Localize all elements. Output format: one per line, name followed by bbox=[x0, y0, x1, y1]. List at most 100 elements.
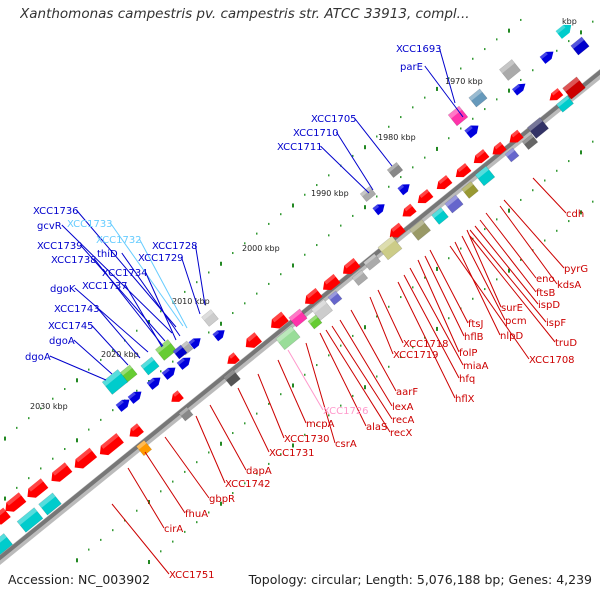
gene-box[interactable] bbox=[359, 185, 377, 203]
gene-box[interactable] bbox=[201, 309, 219, 327]
gene-label[interactable]: XCC1693 bbox=[396, 44, 442, 55]
gene-arrow[interactable] bbox=[547, 88, 564, 104]
gene-label[interactable]: hflX bbox=[455, 394, 475, 405]
gene-arrow[interactable] bbox=[372, 201, 388, 216]
gene-label[interactable]: XCC1738 bbox=[51, 255, 97, 266]
gene-label[interactable]: XCC1734 bbox=[102, 268, 148, 279]
gene-box[interactable] bbox=[155, 339, 177, 361]
gene-arrow[interactable] bbox=[71, 447, 98, 472]
gene-label[interactable]: XCC1739 bbox=[37, 241, 83, 252]
gene-label[interactable]: XCC1745 bbox=[48, 321, 94, 332]
gene-label[interactable]: XCC1705 bbox=[311, 114, 357, 125]
gene-label[interactable]: XCC1719 bbox=[393, 350, 439, 361]
gene-arrow[interactable] bbox=[96, 433, 124, 459]
gene-label[interactable]: XCC1743 bbox=[54, 304, 100, 315]
gene-label[interactable]: XCC1751 bbox=[169, 570, 215, 581]
gene-arrow[interactable] bbox=[386, 222, 406, 242]
gene-label[interactable]: lexA bbox=[392, 402, 414, 413]
gene-box[interactable] bbox=[527, 117, 549, 139]
gene-label[interactable]: XCC1730 bbox=[284, 434, 330, 445]
gene-box[interactable] bbox=[504, 147, 520, 163]
gene-box[interactable] bbox=[363, 253, 381, 271]
gene-label[interactable]: cirA bbox=[164, 524, 183, 535]
gene-box[interactable] bbox=[461, 181, 479, 199]
gene-label[interactable]: hfq bbox=[459, 374, 475, 385]
gene-label[interactable]: gbpR bbox=[209, 494, 235, 505]
gene-box[interactable] bbox=[135, 439, 153, 457]
gene-arrow[interactable] bbox=[340, 258, 361, 278]
gene-box[interactable] bbox=[38, 492, 62, 516]
gene-box[interactable] bbox=[288, 308, 308, 328]
gene-arrow[interactable] bbox=[453, 163, 472, 181]
gene-arrow[interactable] bbox=[399, 203, 417, 221]
gene-label[interactable]: miaA bbox=[463, 361, 489, 372]
gene-label[interactable]: dgoK bbox=[50, 284, 76, 295]
gene-box[interactable] bbox=[172, 344, 188, 360]
gene-box[interactable] bbox=[0, 533, 13, 555]
gene-box[interactable] bbox=[101, 369, 129, 395]
gene-arrow[interactable] bbox=[0, 507, 11, 529]
gene-arrow[interactable] bbox=[320, 274, 341, 294]
gene-arrow[interactable] bbox=[471, 149, 490, 167]
gene-arrow[interactable] bbox=[168, 390, 184, 405]
gene-box[interactable] bbox=[327, 290, 343, 306]
gene-label[interactable]: dapA bbox=[246, 466, 272, 477]
gene-arrow[interactable] bbox=[212, 327, 228, 342]
gene-box[interactable] bbox=[521, 133, 539, 151]
gene-label[interactable]: ispD bbox=[538, 300, 560, 311]
gene-label[interactable]: XCC1718 bbox=[403, 339, 449, 350]
gene-box[interactable] bbox=[444, 194, 464, 214]
gene-label[interactable]: dgoA bbox=[25, 352, 51, 363]
gene-box[interactable] bbox=[447, 105, 469, 127]
gene-arrow[interactable] bbox=[126, 423, 144, 440]
gene-label[interactable]: fhuA bbox=[185, 509, 208, 520]
gene-label[interactable]: XCC1737 bbox=[82, 281, 128, 292]
gene-label[interactable]: gcvR bbox=[37, 221, 62, 232]
gene-box[interactable] bbox=[562, 76, 586, 100]
gene-box[interactable] bbox=[556, 95, 574, 113]
gene-label[interactable]: XCC1736 bbox=[33, 206, 79, 217]
gene-arrow[interactable] bbox=[242, 332, 262, 351]
gene-label[interactable]: hflB bbox=[464, 332, 484, 343]
gene-label[interactable]: dgoA bbox=[49, 336, 75, 347]
gene-label[interactable]: XCC1726 bbox=[323, 406, 369, 417]
gene-label[interactable]: recA bbox=[392, 415, 415, 426]
gene-box[interactable] bbox=[351, 269, 369, 287]
gene-arrow[interactable] bbox=[2, 492, 27, 515]
gene-label[interactable]: mcpA bbox=[306, 419, 335, 430]
gene-box[interactable] bbox=[474, 165, 496, 187]
gene-arrow[interactable] bbox=[489, 141, 507, 159]
gene-arrow[interactable] bbox=[224, 352, 240, 367]
gene-label[interactable]: XCC1710 bbox=[293, 128, 339, 139]
gene-arrow[interactable] bbox=[188, 335, 204, 350]
gene-label[interactable]: kdsA bbox=[557, 280, 581, 291]
gene-box[interactable] bbox=[178, 406, 194, 422]
gene-label[interactable]: cdh bbox=[566, 209, 584, 220]
gene-box[interactable] bbox=[409, 219, 431, 241]
gene-label[interactable]: XCC1729 bbox=[138, 253, 184, 264]
gene-arrow[interactable] bbox=[434, 175, 453, 193]
gene-arrow[interactable] bbox=[464, 122, 481, 139]
gene-label[interactable]: ftsB bbox=[536, 288, 555, 299]
gene-box[interactable] bbox=[140, 356, 160, 376]
gene-box[interactable] bbox=[275, 325, 301, 351]
gene-label[interactable]: csrA bbox=[335, 439, 357, 450]
gene-box[interactable] bbox=[223, 369, 241, 387]
gene-label[interactable]: nlpD bbox=[500, 331, 523, 342]
gene-label[interactable]: pcm bbox=[505, 316, 527, 327]
gene-label[interactable]: XCC1742 bbox=[225, 479, 271, 490]
gene-label[interactable]: XCC1731 bbox=[269, 448, 315, 459]
gene-label[interactable]: XCC1711 bbox=[277, 142, 323, 153]
gene-arrow[interactable] bbox=[161, 364, 179, 380]
gene-label[interactable]: parE bbox=[400, 62, 423, 73]
gene-arrow[interactable] bbox=[267, 311, 289, 333]
gene-label[interactable]: folP bbox=[459, 348, 477, 359]
gene-box[interactable] bbox=[377, 235, 403, 261]
gene-arrow[interactable] bbox=[415, 189, 434, 207]
gene-arrow[interactable] bbox=[146, 374, 164, 390]
gene-label[interactable]: XCC1733 bbox=[67, 219, 113, 230]
gene-label[interactable]: eno bbox=[536, 274, 555, 285]
gene-arrow[interactable] bbox=[48, 462, 73, 485]
gene-label[interactable]: XCC1732 bbox=[96, 235, 142, 246]
